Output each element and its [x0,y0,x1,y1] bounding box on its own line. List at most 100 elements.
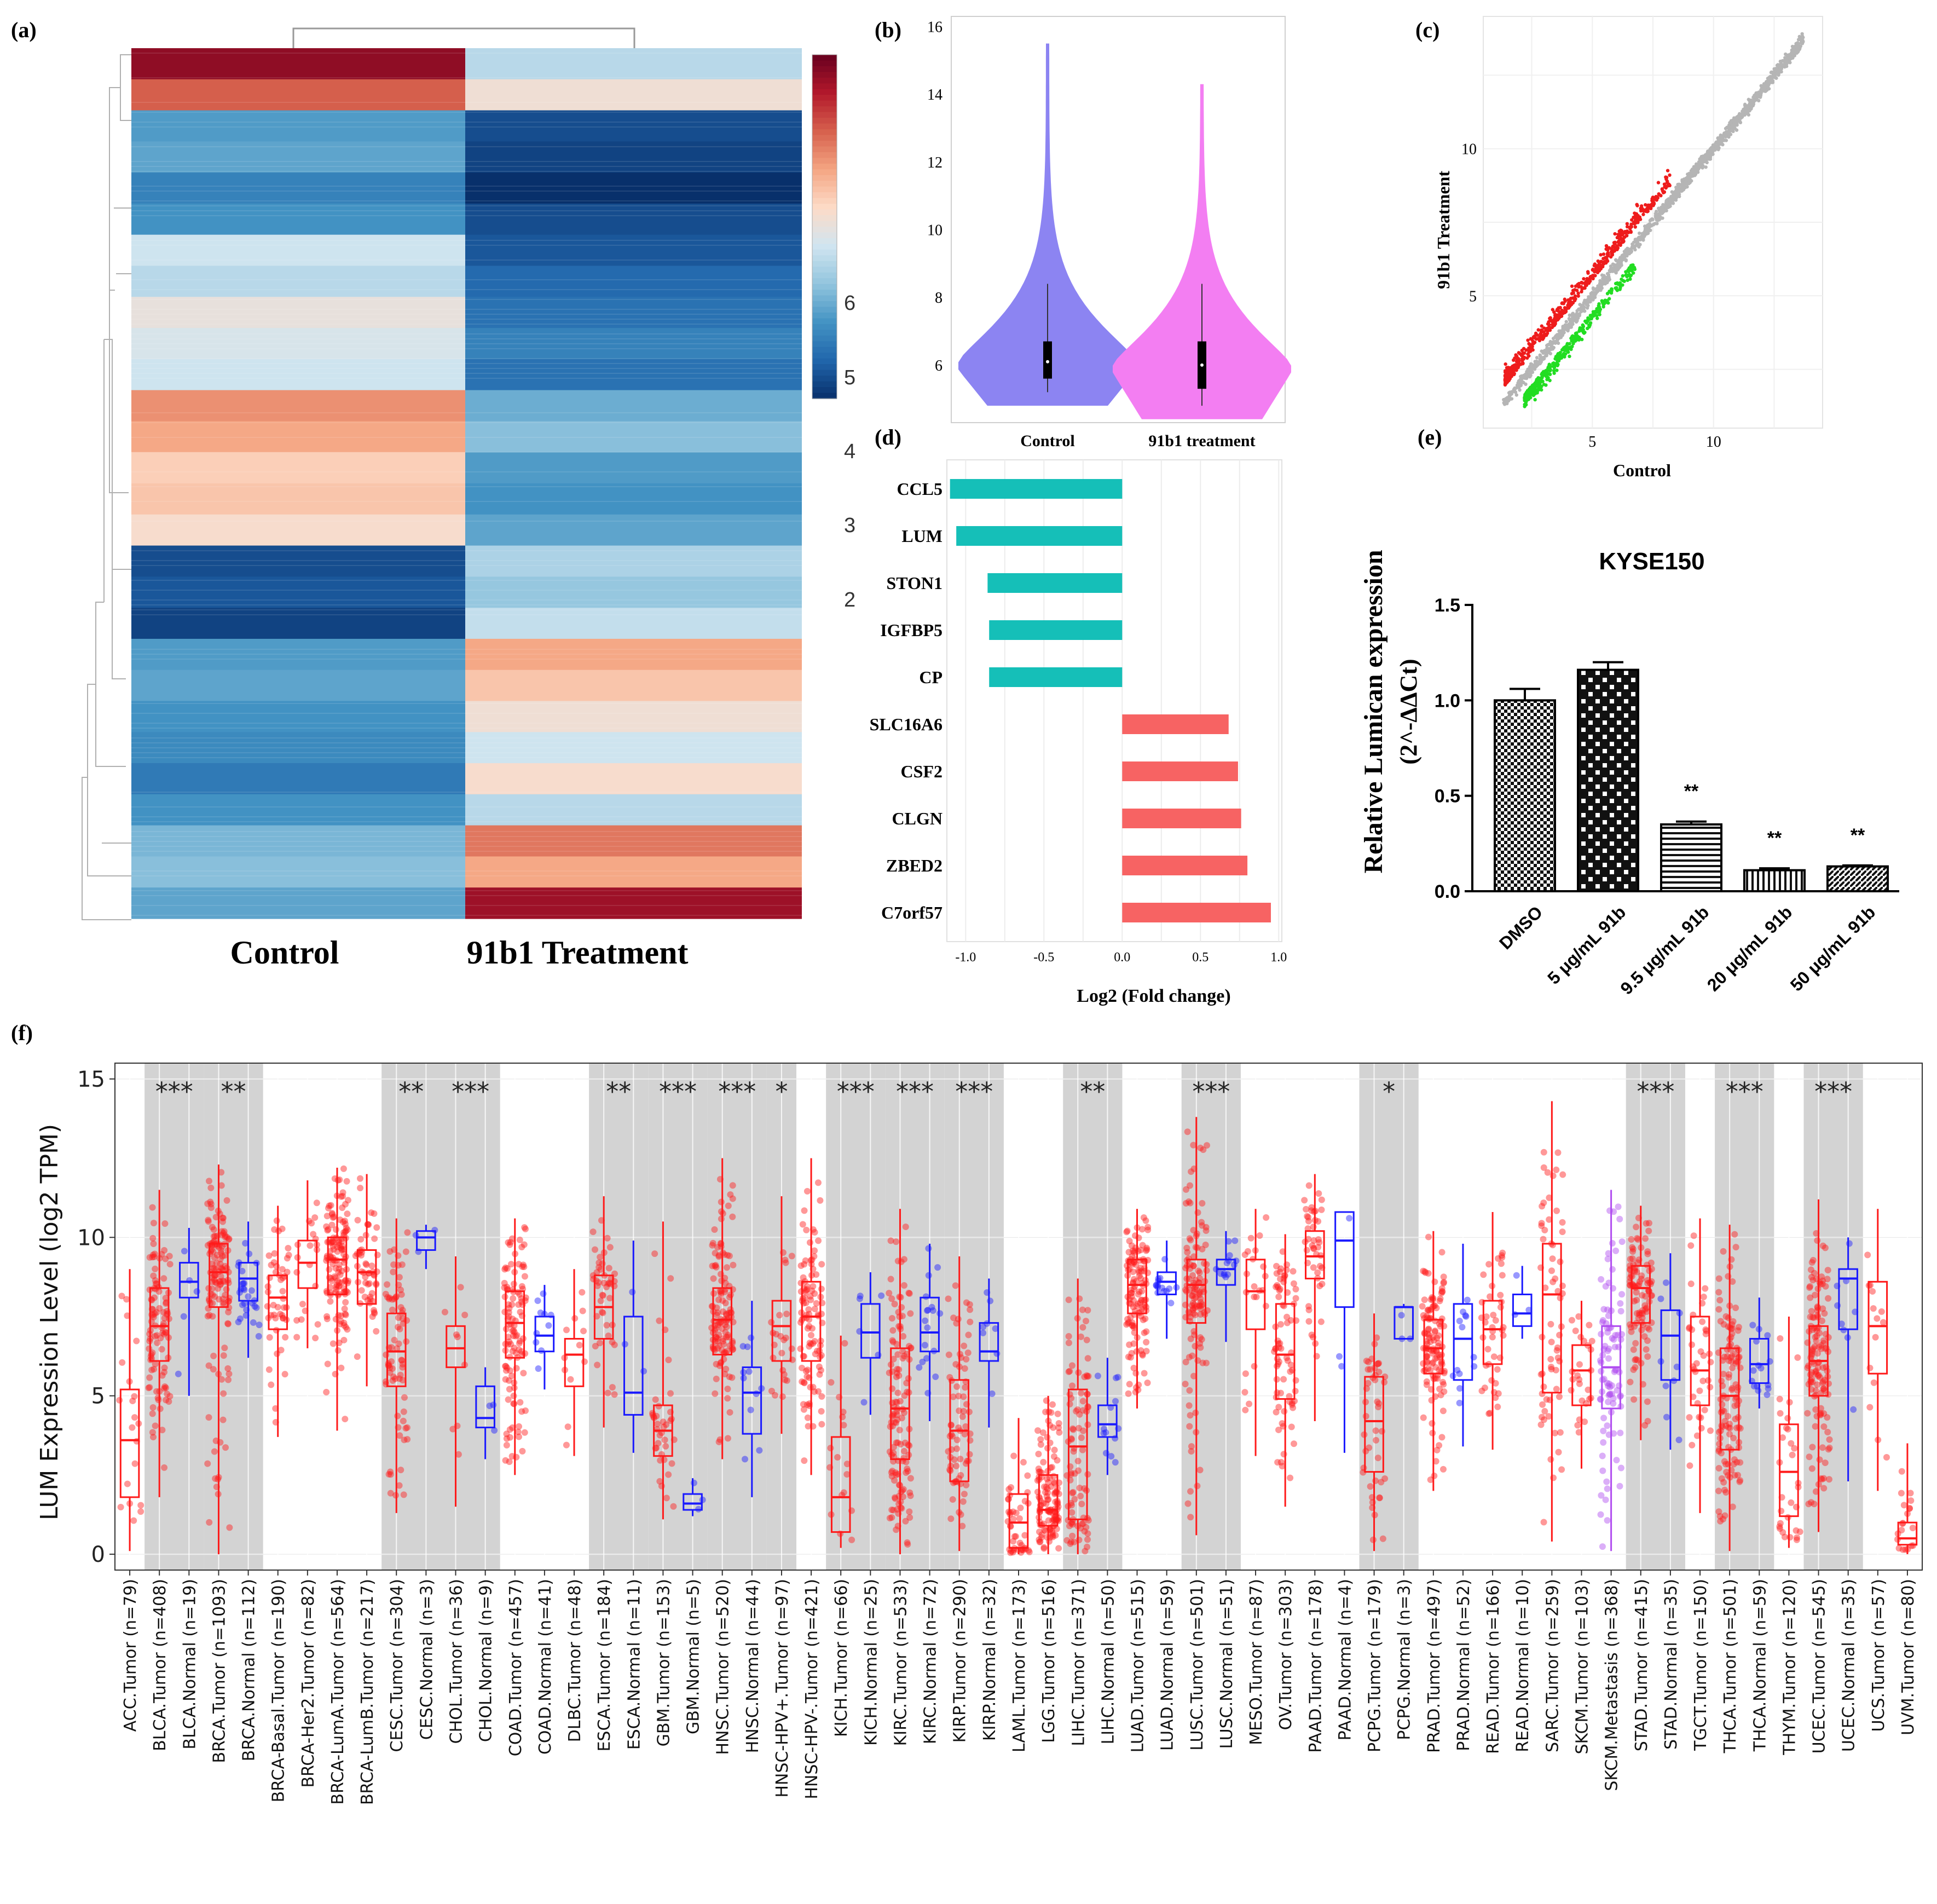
heatmap-cell-control [131,670,465,702]
scatter-point-ns [1586,298,1590,302]
heatmap-cell-treatment [465,856,802,888]
pancancer-point [1301,1197,1308,1204]
scatter-point-ns [1625,254,1629,258]
foldchange-gene-label: ZBED2 [886,856,943,875]
pancancer-point [728,1374,736,1381]
scatter-point-ns [1779,67,1783,71]
heatmap-cell-treatment [465,732,802,764]
scatter-point-ns [1774,72,1778,76]
scatter-point-ns [1784,64,1789,68]
colorbar-border [812,54,837,399]
foldchange-x-tick: 0.0 [1114,950,1130,965]
scatter-y-label: 91b1 Treatment [1433,171,1453,289]
scatter-point-ns [1664,207,1668,211]
pancancer-point [337,1271,344,1278]
scatter-point-up [1662,182,1667,186]
pancancer-point [1024,1472,1031,1479]
pancancer-point [368,1209,375,1216]
pancancer-point [521,1429,528,1436]
pancancer-point [1193,1286,1200,1293]
scatter-point-up [1633,225,1637,229]
heatmap-cell-treatment [465,328,802,360]
pancancer-point [368,1290,375,1297]
pancancer-point [1084,1355,1091,1362]
scatter-point-up [1570,284,1574,288]
scatter-point-up [1524,348,1528,352]
qpcr-title: KYSE150 [1599,548,1704,575]
scatter-point-ns [1728,132,1733,136]
scatter-point-down [1626,268,1630,272]
pancancer-point [161,1464,168,1471]
heatmap-cell-treatment [465,421,802,453]
pancancer-point [801,1380,808,1387]
pancancer-point [803,1188,811,1195]
scatter-point-up [1612,241,1616,245]
scatter-point-ns [1655,215,1659,219]
pancancer-point [400,1491,407,1498]
scatter-point-down [1544,374,1548,378]
pancancer-point [1054,1457,1061,1464]
pancancer-point [1315,1218,1322,1225]
pancancer-point [960,1407,967,1415]
pancancer-point [1292,1295,1299,1302]
pancancer-point [255,1333,262,1340]
scatter-point-ns [1722,139,1726,142]
scatter-point-ns [1518,380,1523,384]
scatter-point-up [1649,205,1653,209]
scatter-point-up [1668,173,1672,177]
scatter-point-up [1593,274,1597,278]
colorbar-segment [812,100,837,107]
scatter-point-down [1609,291,1614,295]
scatter-point-ns [1731,126,1734,130]
pancancer-point [1305,1214,1312,1221]
pancancer-point [1274,1355,1281,1362]
scatter-point-down [1589,316,1594,321]
qpcr-y-tick: 1.0 [1435,690,1460,711]
heatmap-cell-control [131,763,465,795]
colorbar-segment [812,267,837,273]
pancancer-point [1084,1373,1091,1380]
pancancer-point [1068,1538,1075,1545]
pancancer-point [1277,1389,1284,1397]
pancancer-point [1318,1206,1325,1213]
pancancer-point [1007,1522,1014,1530]
pancancer-point [342,1312,349,1319]
pancancer-point [907,1310,914,1317]
pancancer-point [1283,1313,1291,1320]
colorbar-segment [812,146,837,153]
scatter-point-ns [1657,206,1661,210]
pancancer-point [236,1315,244,1322]
scatter-point-ns [1790,44,1795,49]
pancancer-point [891,1477,898,1484]
pancancer-point [148,1318,155,1325]
qpcr-x-label: 5 μg/mL 91b [1543,902,1629,988]
pancancer-point [1130,1340,1137,1347]
foldchange-bar [1122,714,1229,734]
pancancer-point [660,1418,667,1426]
violin-y-tick: 6 [935,357,943,374]
pancancer-point [773,1331,780,1338]
pancancer-point [841,1340,848,1347]
pancancer-point [1456,1385,1464,1392]
pancancer-point [510,1392,517,1399]
pancancer-point [710,1275,717,1282]
scatter-point-up [1615,235,1620,240]
pancancer-point [1251,1363,1258,1370]
scatter-point-up [1606,248,1610,252]
pancancer-point [1079,1520,1086,1527]
pancancer-point [606,1295,614,1302]
scatter-point-up [1591,276,1595,281]
scatter-point-up [1563,310,1567,315]
qpcr-y-label: Relative Lumican expression [1359,550,1388,873]
scatter-point-ns [1800,34,1805,38]
pancancer-point [323,1313,331,1320]
heatmap-cell-treatment [465,141,802,173]
pancancer-point [517,1399,524,1406]
scatter-point-ns [1667,202,1670,206]
pancancer-point [1426,1307,1433,1314]
pancancer-point [162,1384,169,1392]
foldchange-gene-label: SLC16A6 [870,714,943,734]
pancancer-point [1142,1217,1149,1224]
scatter-point-up [1635,203,1639,206]
colorbar-segment [812,66,837,73]
